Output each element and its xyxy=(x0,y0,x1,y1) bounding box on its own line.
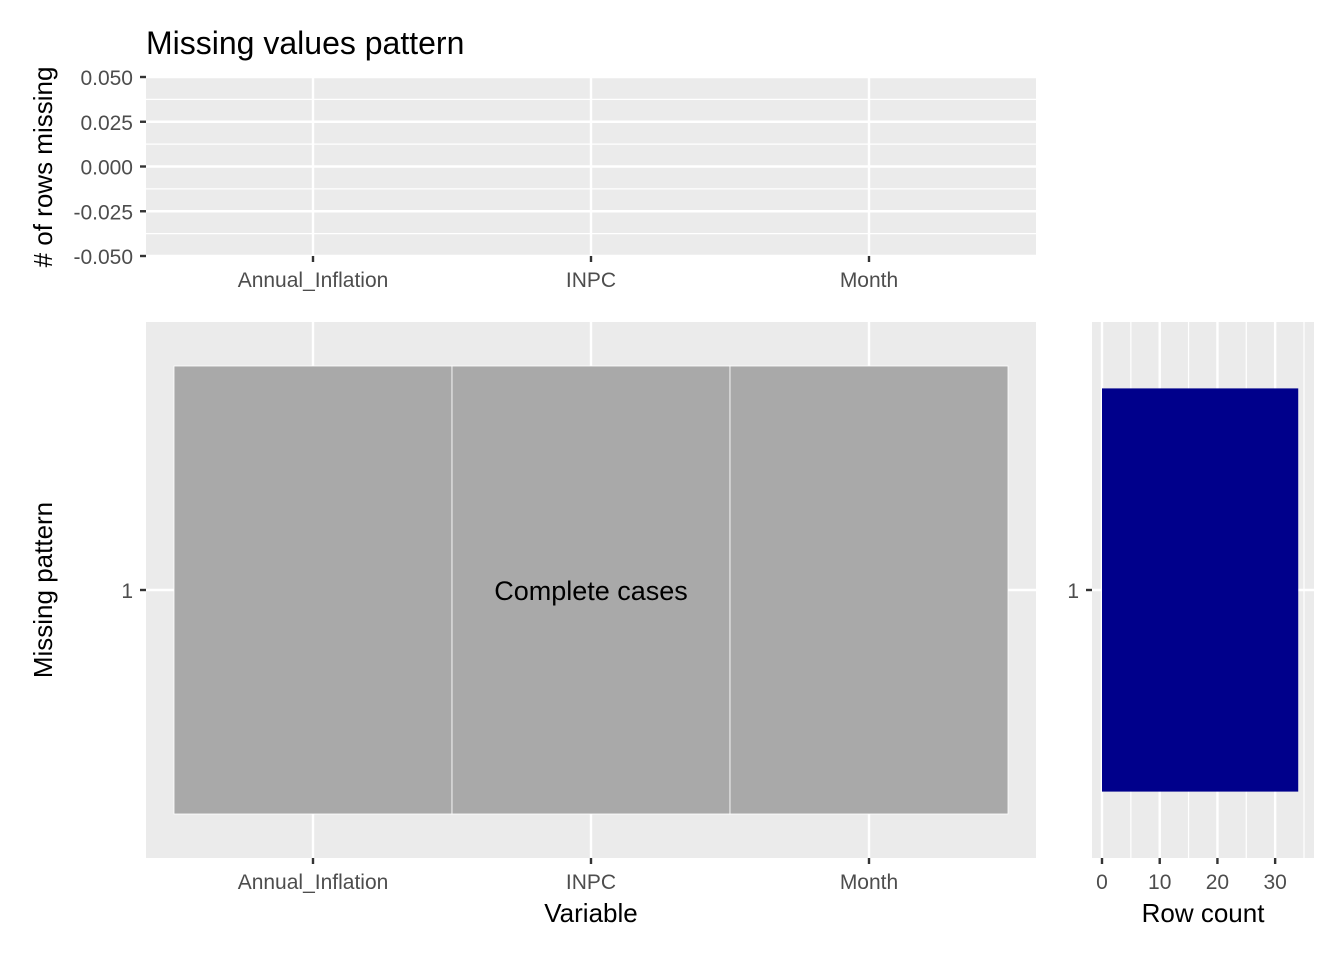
chart-title: Missing values pattern xyxy=(146,25,464,61)
main-x-axis-label: Variable xyxy=(544,898,637,928)
right-y-ticks: 1 xyxy=(1067,580,1092,603)
main-x-tick-label: Month xyxy=(840,871,898,894)
right-x-ticks: 0 10 20 30 xyxy=(1096,858,1287,894)
main-x-tick-label: Annual_Inflation xyxy=(238,871,389,894)
main-y-tick-label: 1 xyxy=(121,580,133,603)
top-y-tick-label: 0.000 xyxy=(80,157,133,180)
right-x-tick-label: 0 xyxy=(1096,871,1108,894)
top-x-tick-label: Annual_Inflation xyxy=(238,269,389,292)
top-y-tick-label: -0.050 xyxy=(73,246,133,269)
right-y-tick-label: 1 xyxy=(1067,580,1079,603)
top-y-tick-label: -0.025 xyxy=(73,201,133,224)
top-x-tick-label: INPC xyxy=(566,269,616,292)
right-x-tick-label: 20 xyxy=(1206,871,1229,894)
right-x-tick-label: 30 xyxy=(1263,871,1286,894)
right-x-axis-label: Row count xyxy=(1142,898,1266,928)
row-count-panel: 1 0 10 20 30 Row count xyxy=(1067,322,1314,928)
top-x-ticks: Annual_Inflation INPC Month xyxy=(238,256,898,292)
top-panel: 0.050 0.025 0.000 -0.025 -0.050 Annual_Infla… xyxy=(28,67,1036,292)
pattern-tile xyxy=(729,365,1009,815)
main-panel: Complete cases 1 Annual_Inflation INPC Mon… xyxy=(28,322,1036,928)
top-y-axis-label: # of rows missing xyxy=(28,67,58,268)
main-x-tick-label: INPC xyxy=(566,871,616,894)
main-x-ticks: Annual_Inflation INPC Month xyxy=(238,858,898,894)
main-y-axis-label: Missing pattern xyxy=(28,502,58,678)
row-count-bar xyxy=(1102,388,1299,792)
top-y-tick-label: 0.025 xyxy=(80,112,133,135)
top-x-tick-label: Month xyxy=(840,269,898,292)
top-grid xyxy=(146,75,1036,258)
pattern-tiles xyxy=(173,365,1009,815)
top-y-tick-label: 0.050 xyxy=(80,67,133,90)
right-x-tick-label: 10 xyxy=(1148,871,1171,894)
complete-cases-label: Complete cases xyxy=(494,576,688,606)
top-y-ticks: 0.050 0.025 0.000 -0.025 -0.050 xyxy=(73,67,146,269)
main-y-ticks: 1 xyxy=(121,580,146,603)
pattern-tile xyxy=(173,365,453,815)
row-count-bars xyxy=(1102,388,1299,792)
